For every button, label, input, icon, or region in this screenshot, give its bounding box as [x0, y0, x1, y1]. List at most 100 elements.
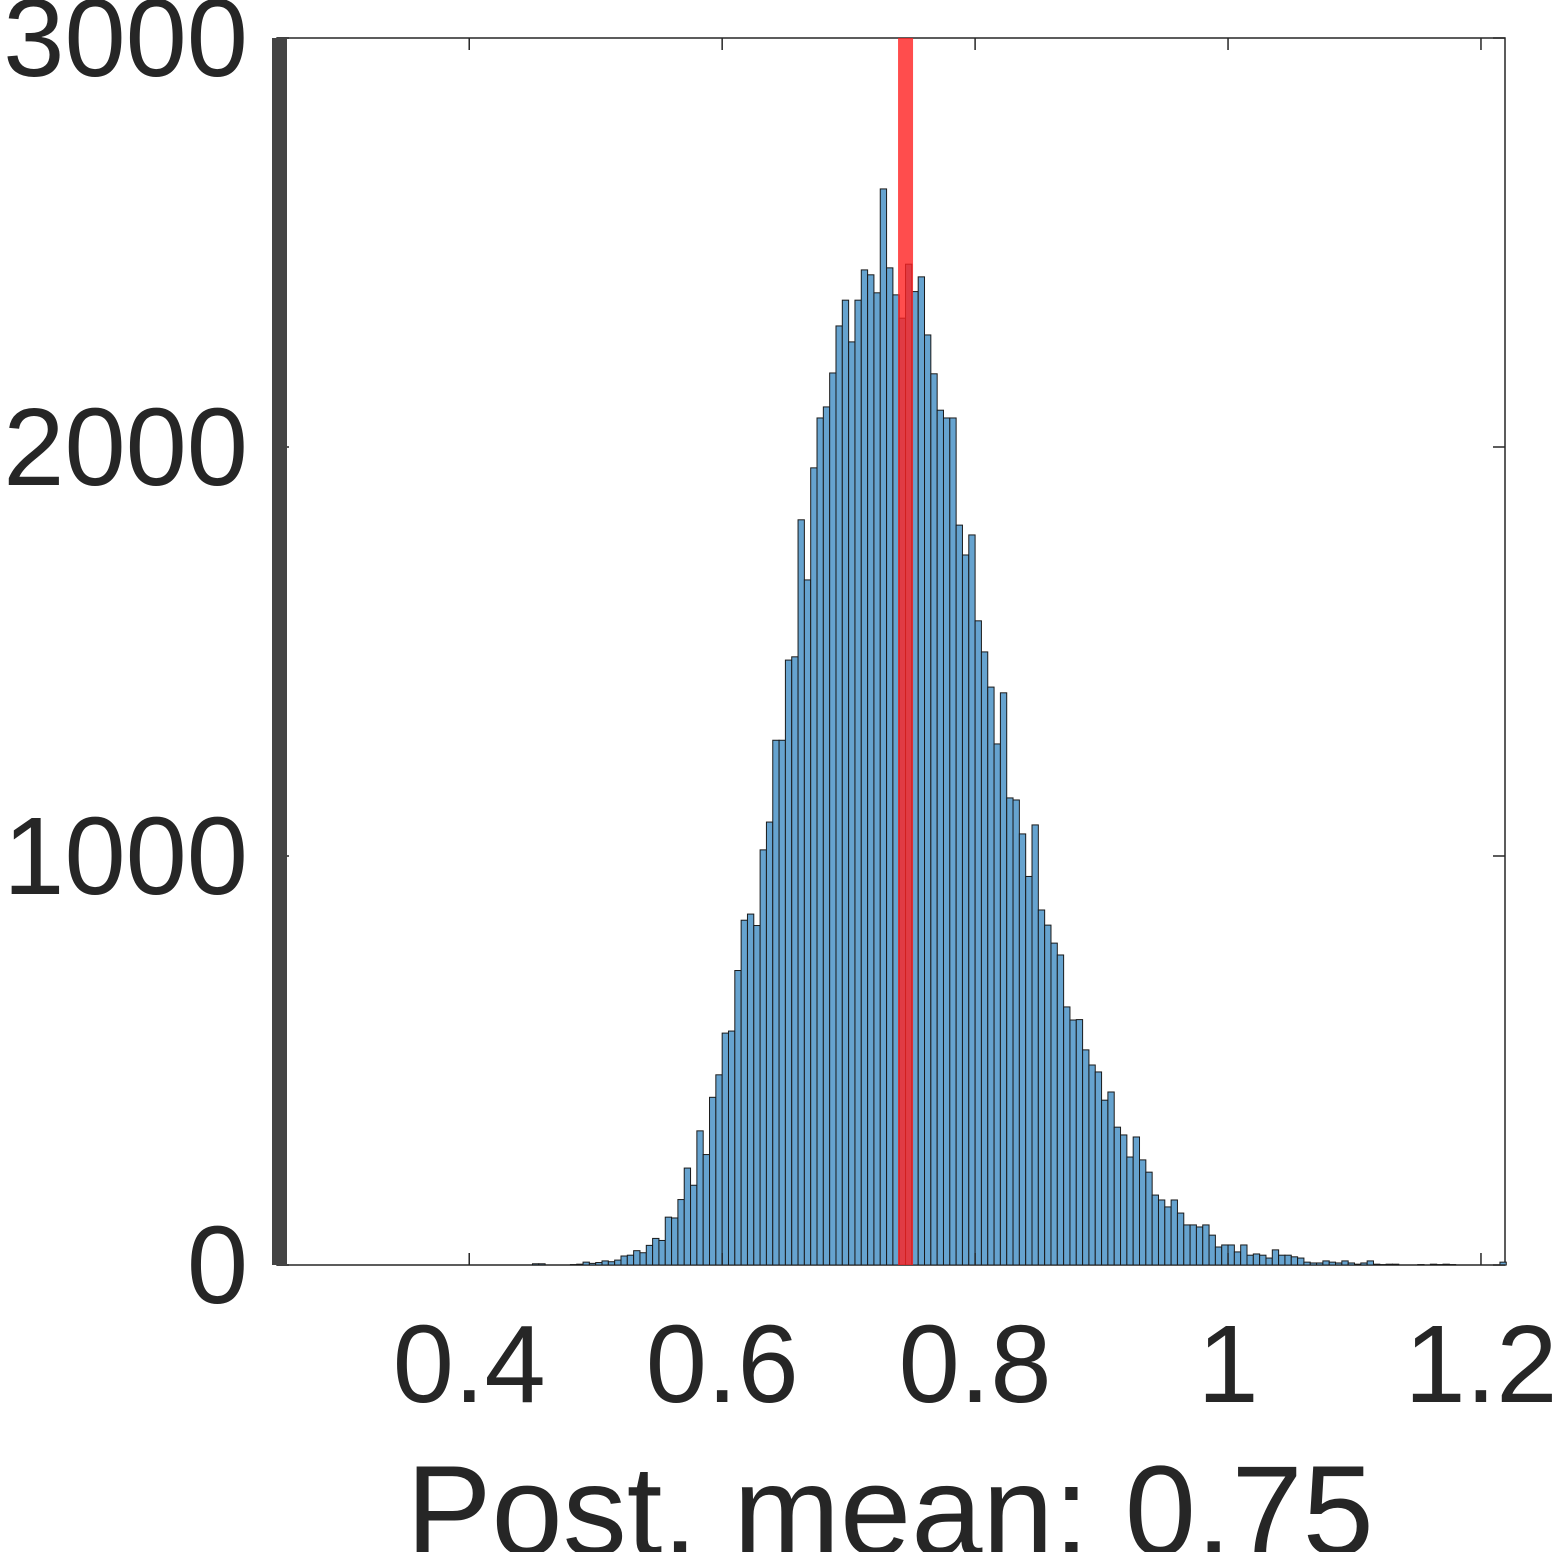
- bar: [582, 1261, 590, 1266]
- bar: [765, 821, 774, 1266]
- bar: [1303, 1261, 1311, 1266]
- bar: [702, 1154, 711, 1266]
- bar: [645, 1244, 654, 1266]
- bar: [835, 325, 843, 1266]
- x-tick-label: 0.4: [393, 1303, 546, 1426]
- bar: [1075, 1019, 1084, 1266]
- bar: [1132, 1136, 1141, 1266]
- bar: [803, 579, 812, 1266]
- bar: [1069, 1019, 1077, 1266]
- bar: [746, 913, 755, 1266]
- y-tick-label: 0: [187, 1204, 248, 1327]
- bar: [886, 267, 894, 1266]
- bar: [1259, 1254, 1267, 1266]
- bar: [601, 1260, 609, 1266]
- bar: [620, 1255, 628, 1266]
- bar: [1037, 909, 1046, 1266]
- bar: [797, 519, 805, 1266]
- bar: [1372, 1263, 1381, 1266]
- bar: [696, 1130, 704, 1266]
- bar: [1189, 1224, 1197, 1266]
- bar: [974, 620, 982, 1266]
- bar: [1157, 1199, 1166, 1266]
- bar: [1101, 1099, 1109, 1266]
- bar: [1265, 1257, 1273, 1266]
- y-tick-label: 3000: [3, 0, 248, 100]
- bar: [968, 534, 976, 1266]
- bar: [1113, 1126, 1122, 1266]
- bar: [588, 1262, 597, 1266]
- bar: [1082, 1049, 1090, 1266]
- bar: [873, 292, 881, 1266]
- bar: [1360, 1262, 1368, 1266]
- bar: [810, 467, 818, 1266]
- bar: [1297, 1257, 1305, 1266]
- bar: [917, 276, 926, 1266]
- bar: [1366, 1260, 1374, 1266]
- bar: [1170, 1199, 1178, 1266]
- bar: [999, 692, 1008, 1266]
- bar: [1328, 1261, 1337, 1266]
- bar: [1278, 1254, 1286, 1266]
- bar: [1240, 1244, 1248, 1266]
- bar: [879, 188, 888, 1266]
- bar: [1246, 1254, 1254, 1266]
- bar: [784, 659, 793, 1266]
- bar: [531, 1263, 540, 1266]
- bar: [955, 524, 963, 1266]
- bar: [1385, 1263, 1393, 1266]
- bar: [778, 739, 786, 1266]
- bar: [633, 1250, 641, 1266]
- bar: [652, 1237, 660, 1266]
- bar: [772, 739, 780, 1266]
- bar: [614, 1259, 622, 1266]
- bar: [1050, 942, 1058, 1266]
- bar: [1094, 1071, 1103, 1266]
- bar: [658, 1239, 666, 1266]
- bar: [1233, 1251, 1242, 1266]
- bar: [1208, 1234, 1216, 1266]
- x-tick-label: 1: [1197, 1303, 1258, 1426]
- bar: [727, 1030, 736, 1266]
- bar: [1391, 1263, 1400, 1266]
- bar: [816, 417, 824, 1266]
- bar: [980, 651, 989, 1266]
- bar: [759, 849, 767, 1266]
- bar: [1354, 1263, 1362, 1266]
- x-tick-label: 0.6: [646, 1303, 799, 1426]
- bar: [791, 656, 799, 1266]
- bar: [1018, 833, 1027, 1266]
- bar: [1145, 1171, 1153, 1266]
- x-tick-label: 1.2: [1405, 1303, 1553, 1426]
- bar: [607, 1261, 616, 1266]
- bar: [1006, 797, 1014, 1266]
- bar: [822, 406, 831, 1266]
- bar: [1031, 824, 1039, 1266]
- bar: [1139, 1159, 1147, 1266]
- bar: [1126, 1156, 1134, 1266]
- bar: [829, 372, 837, 1266]
- bar: [715, 1074, 723, 1266]
- bar: [841, 299, 850, 1266]
- bar: [924, 334, 932, 1266]
- bar: [949, 417, 957, 1266]
- bar: [1025, 875, 1033, 1266]
- bar: [595, 1262, 603, 1266]
- bar: [1252, 1253, 1261, 1266]
- bar: [993, 743, 1001, 1266]
- bar: [721, 1032, 729, 1266]
- bar: [639, 1252, 647, 1266]
- bar: [987, 686, 995, 1266]
- bar: [1322, 1260, 1330, 1266]
- bar: [1164, 1206, 1172, 1266]
- bar: [664, 1216, 673, 1266]
- bar: [1214, 1246, 1223, 1266]
- bar: [1151, 1194, 1159, 1266]
- bar: [753, 925, 761, 1266]
- bar: [1341, 1260, 1349, 1266]
- bar: [671, 1217, 679, 1266]
- x-tick-label: 0.8: [899, 1303, 1052, 1426]
- bar: [961, 554, 970, 1266]
- bar: [709, 1096, 717, 1266]
- bar: [538, 1263, 546, 1266]
